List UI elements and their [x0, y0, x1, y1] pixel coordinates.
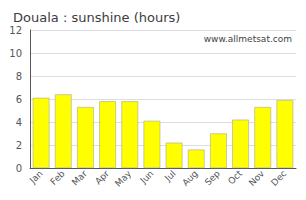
svg-text:Sep: Sep [203, 168, 222, 187]
svg-text:Oct: Oct [226, 168, 244, 186]
svg-text:8: 8 [16, 71, 22, 82]
svg-text:12: 12 [9, 25, 22, 36]
svg-text:Jan: Jan [27, 168, 45, 186]
svg-text:Apr: Apr [93, 168, 111, 186]
svg-text:www.allmetsat.com: www.allmetsat.com [204, 34, 292, 44]
svg-text:Nov: Nov [247, 168, 267, 188]
svg-text:4: 4 [16, 117, 22, 128]
svg-text:2: 2 [16, 140, 22, 151]
svg-text:Douala : sunshine (hours): Douala : sunshine (hours) [13, 10, 180, 25]
svg-text:Dec: Dec [269, 168, 288, 187]
svg-text:Feb: Feb [48, 168, 67, 187]
svg-text:May: May [113, 168, 134, 189]
svg-text:Jul: Jul [162, 168, 177, 183]
svg-text:10: 10 [9, 48, 22, 59]
svg-text:6: 6 [16, 94, 22, 105]
svg-text:Mar: Mar [70, 168, 89, 187]
svg-text:Jun: Jun [138, 168, 156, 186]
svg-text:0: 0 [16, 163, 22, 174]
svg-text:Aug: Aug [180, 168, 199, 187]
